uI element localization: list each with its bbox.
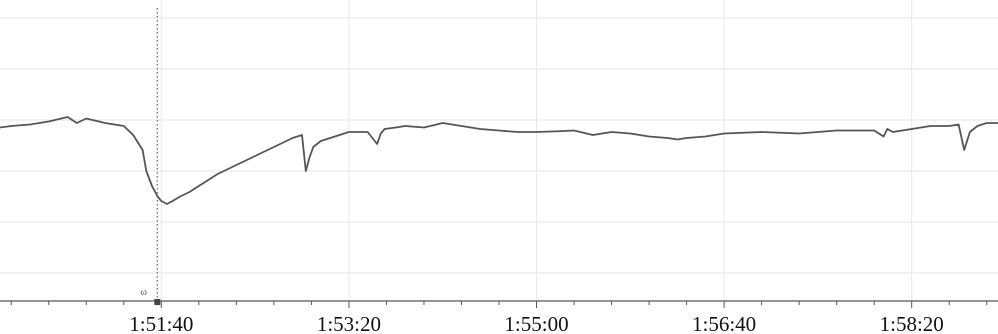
x-tick-label: 1:56:40 — [692, 312, 756, 334]
event-marker-flag — [154, 299, 161, 305]
grid-lines — [0, 0, 998, 300]
x-axis — [0, 300, 998, 308]
series-layer — [0, 116, 998, 205]
x-tick-label: 1:53:20 — [317, 312, 381, 334]
x-tick-labels: 1:51:40 1:53:20 1:55:00 1:56:40 1:58:20 — [129, 312, 944, 334]
x-tick-label: 1:55:00 — [504, 312, 568, 334]
event-marker: ω — [140, 8, 161, 305]
x-tick-label: 1:51:40 — [129, 312, 193, 334]
event-marker-label: ω — [140, 287, 147, 298]
x-tick-label: 1:58:20 — [880, 312, 944, 334]
series-line-0 — [0, 116, 998, 205]
